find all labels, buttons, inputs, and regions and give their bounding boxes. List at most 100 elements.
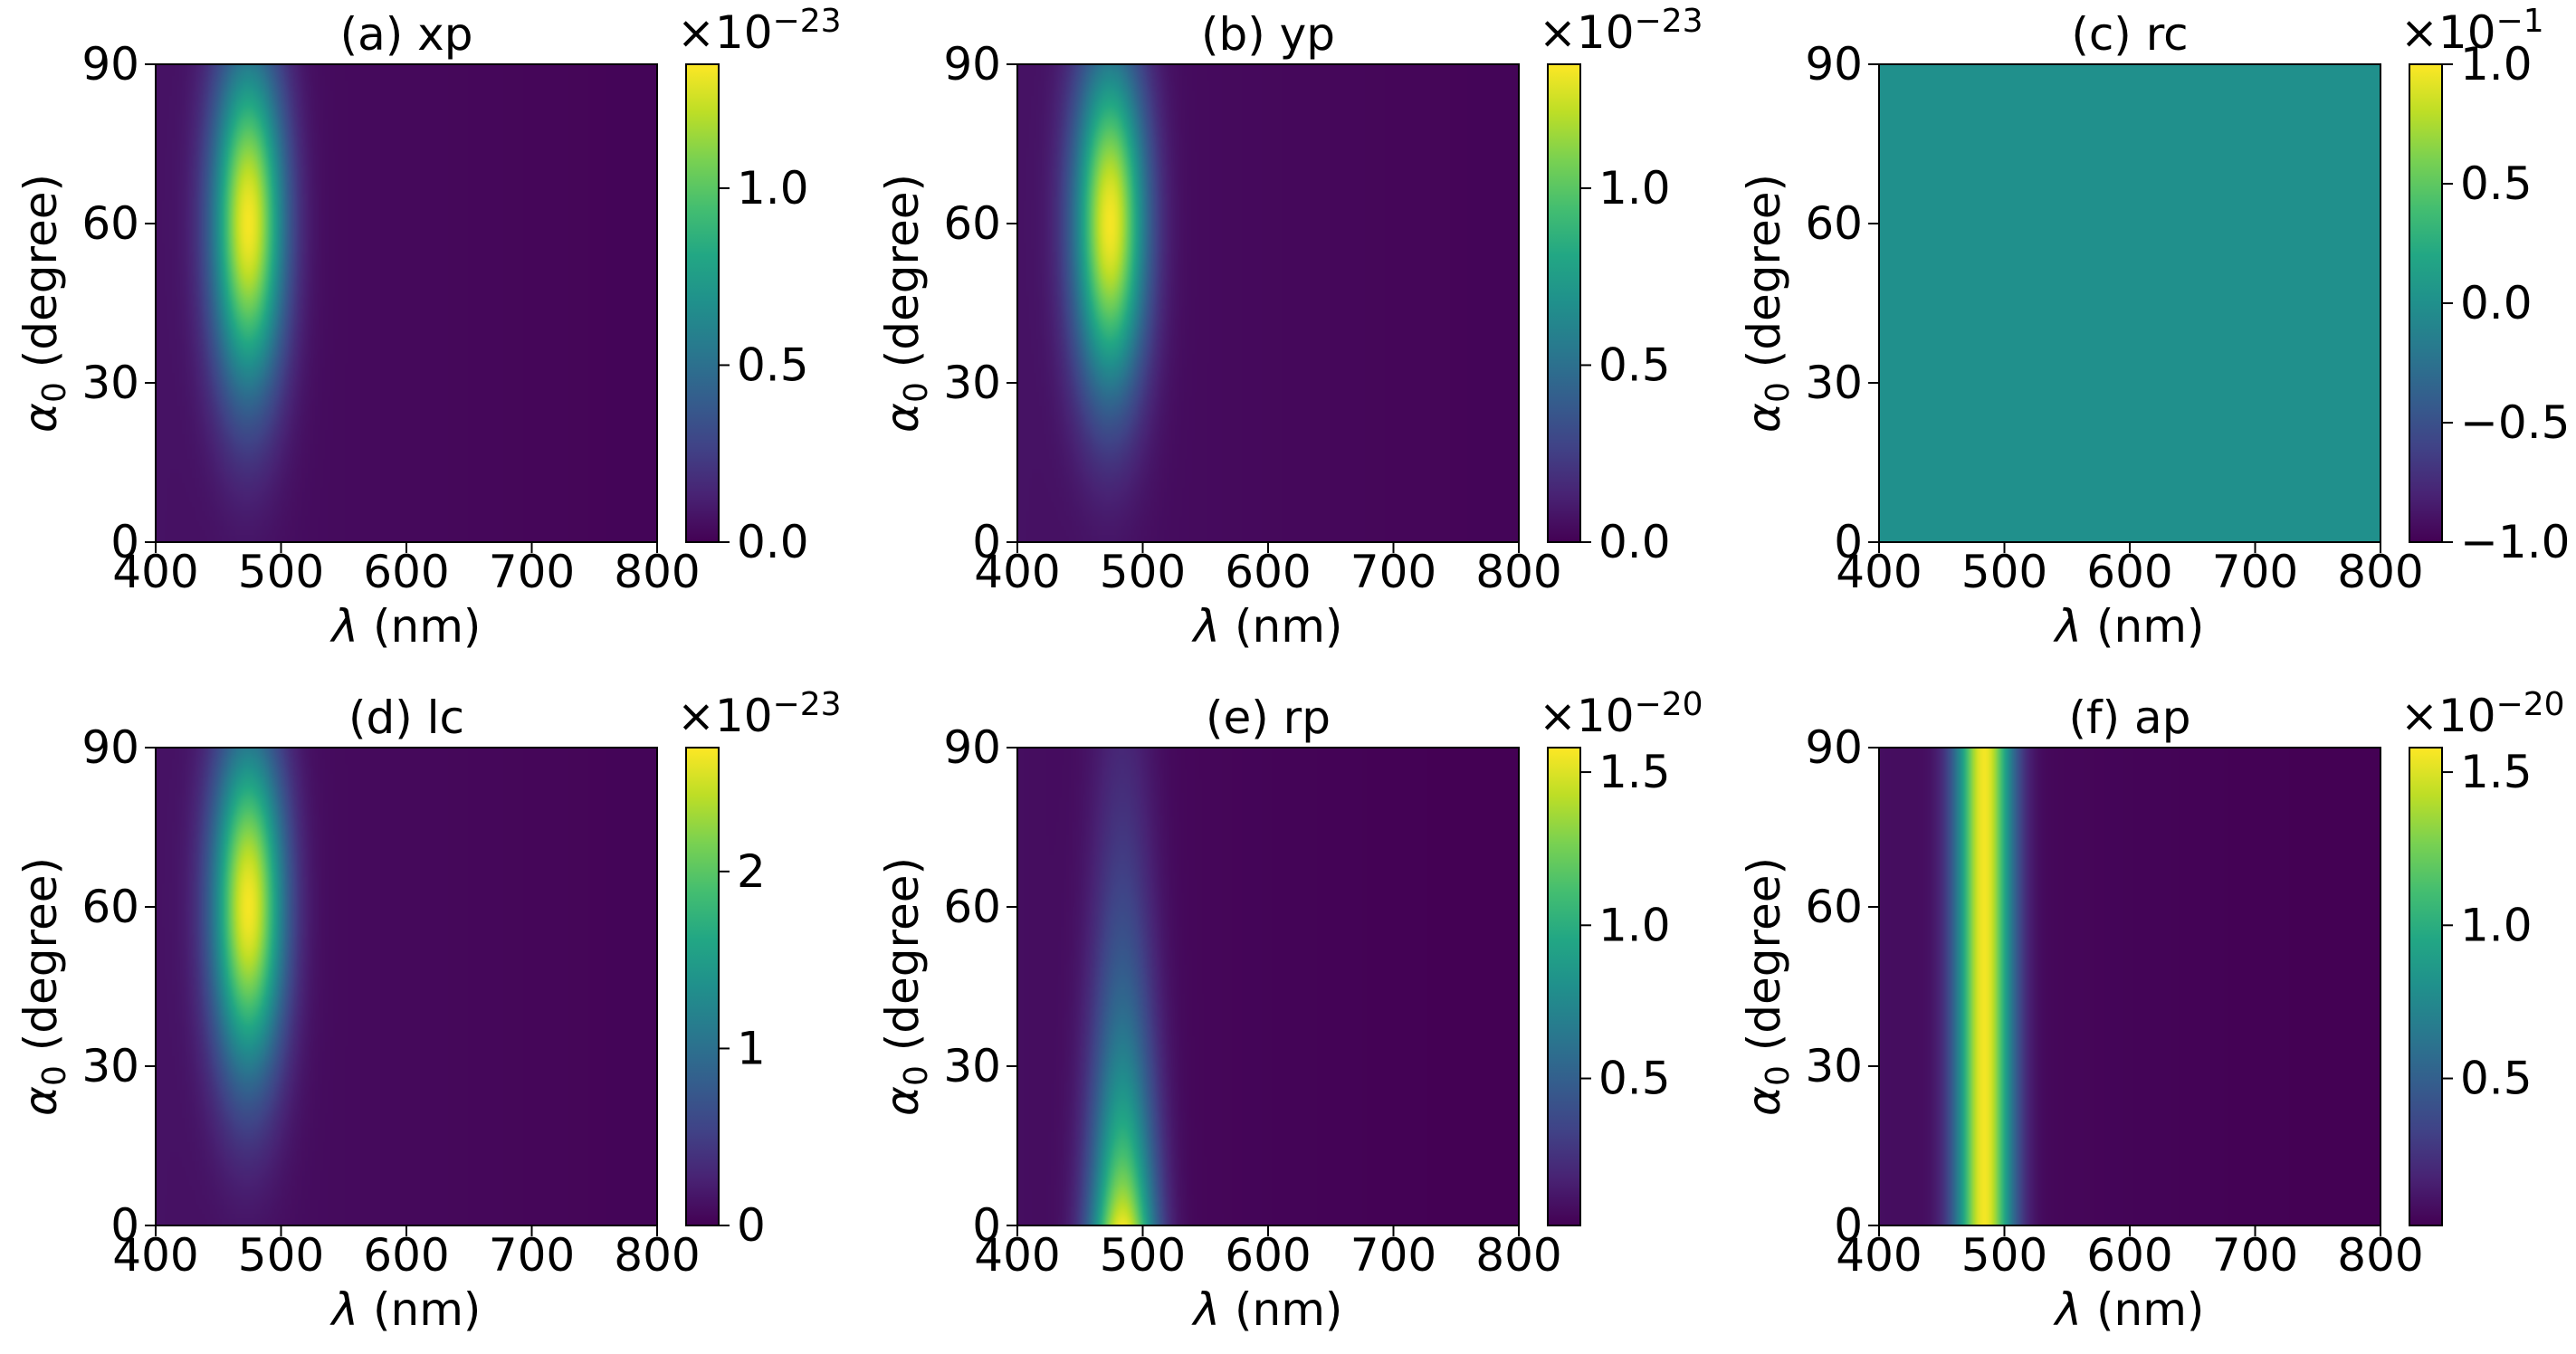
x-tick-label: 400 — [112, 546, 198, 598]
colorbar — [2409, 64, 2442, 542]
y-tick-label: 90 — [81, 721, 139, 774]
x-tick-label: 800 — [2337, 1229, 2423, 1282]
colorbar-tick-label: 0.5 — [1598, 338, 1671, 391]
x-tick-label: 600 — [363, 546, 449, 598]
x-tick-label: 700 — [2212, 546, 2298, 598]
x-tick-label: 500 — [1961, 1229, 2047, 1282]
x-axis-symbol: λ — [2053, 1283, 2083, 1336]
y-tick-label: 60 — [81, 881, 139, 933]
y-tick-label: 30 — [1805, 1040, 1863, 1092]
x-tick-label: 700 — [1350, 1229, 1436, 1282]
x-tick-label: 500 — [238, 1229, 324, 1282]
y-axis-label: α0 (degree) — [876, 174, 935, 433]
x-tick-label: 800 — [614, 546, 700, 598]
x-tick-label: 800 — [2337, 546, 2423, 598]
x-tick-label: 600 — [1225, 546, 1311, 598]
y-axis-symbol: α — [876, 403, 929, 433]
x-axis-label: λ (nm) — [2053, 600, 2205, 653]
colorbar-multiplier: ×10−20 — [1539, 686, 1703, 742]
x-tick-label: 400 — [1836, 1229, 1922, 1282]
y-tick-label: 60 — [943, 881, 1001, 933]
x-axis-symbol: λ — [1191, 1283, 1221, 1336]
y-tick-label: 30 — [81, 357, 139, 409]
x-tick-label: 400 — [112, 1229, 198, 1282]
colorbar-tick-label: 1.0 — [2460, 38, 2533, 91]
y-tick-label: 0 — [110, 1199, 139, 1252]
x-tick-label: 700 — [489, 546, 575, 598]
x-tick-label: 600 — [363, 1229, 449, 1282]
colorbar-tick-label: 0.0 — [1598, 516, 1671, 568]
x-axis-unit: (nm) — [358, 600, 481, 653]
y-tick-label: 90 — [1805, 721, 1863, 774]
colorbar-tick-label: 1.0 — [2460, 899, 2533, 951]
y-axis-symbol: α — [1738, 403, 1790, 433]
colorbar-frame — [685, 747, 720, 1226]
y-axis-label: α0 (degree) — [876, 857, 935, 1116]
y-tick-label: 0 — [110, 516, 139, 568]
colorbar-tick-label: −1.0 — [2460, 516, 2570, 568]
colorbar-multiplier-base: ×10 — [677, 690, 773, 742]
heatmap-image — [156, 748, 657, 1225]
y-axis-unit: (degree) — [876, 857, 929, 1065]
colorbar — [2409, 748, 2442, 1225]
heatmap-image — [1879, 64, 2380, 542]
colorbar-multiplier-exponent: −1 — [2496, 3, 2544, 40]
x-tick-label: 800 — [614, 1229, 700, 1282]
colorbar-multiplier-exponent: −20 — [2496, 686, 2565, 723]
panel-title: (e) rp — [1206, 691, 1331, 744]
colorbar-multiplier-base: ×10 — [1539, 690, 1635, 742]
colorbar-frame — [1547, 747, 1581, 1226]
colorbar-tick-label: 0.5 — [2460, 1053, 2533, 1105]
y-axis-subscript: 0 — [1760, 382, 1797, 403]
x-tick-label: 500 — [1100, 546, 1186, 598]
colorbar-tick-label: 1.0 — [1598, 162, 1671, 215]
y-tick-label: 30 — [943, 1040, 1001, 1092]
panel-title: (d) lc — [348, 691, 464, 744]
colorbar-tick-label: 1.0 — [1598, 899, 1671, 951]
y-tick-label: 30 — [81, 1040, 139, 1092]
x-tick-label: 700 — [2212, 1229, 2298, 1282]
colorbar-multiplier-base: ×10 — [677, 6, 773, 59]
x-tick-label: 600 — [2086, 546, 2172, 598]
colorbar — [686, 64, 719, 542]
colorbar-multiplier-base: ×10 — [1539, 6, 1635, 59]
y-axis-symbol: α — [876, 1086, 929, 1116]
y-tick-label: 0 — [972, 516, 1001, 568]
x-axis-label: λ (nm) — [1191, 1283, 1343, 1336]
y-axis-unit: (degree) — [14, 174, 67, 382]
heatmap-image — [1017, 748, 1519, 1225]
colorbar-multiplier-exponent: −23 — [773, 686, 842, 723]
colorbar — [1548, 64, 1580, 542]
x-tick-label: 500 — [1100, 1229, 1186, 1282]
colorbar-multiplier-base: ×10 — [2400, 690, 2496, 742]
y-tick-label: 30 — [1805, 357, 1863, 409]
y-axis-label: α0 (degree) — [14, 174, 73, 433]
panel-title: (f) ap — [2069, 691, 2191, 744]
colorbar-frame — [685, 63, 720, 543]
x-axis-label: λ (nm) — [2053, 1283, 2205, 1336]
y-axis-label: α0 (degree) — [1738, 857, 1797, 1116]
colorbar-tick-label: 1 — [737, 1022, 766, 1074]
colorbar — [686, 748, 719, 1225]
colorbar-multiplier: ×10−1 — [2400, 3, 2544, 59]
colorbar-tick-label: 0.0 — [2460, 277, 2533, 329]
panel-title: (a) xp — [340, 8, 473, 61]
x-axis-symbol: λ — [329, 1283, 359, 1336]
colorbar — [1548, 748, 1580, 1225]
x-axis-symbol: λ — [1191, 600, 1221, 653]
colorbar-multiplier: ×10−23 — [1539, 3, 1703, 59]
y-axis-subscript: 0 — [36, 1065, 73, 1086]
x-axis-unit: (nm) — [358, 1283, 481, 1336]
y-axis-label: α0 (degree) — [1738, 174, 1797, 433]
x-axis-unit: (nm) — [1220, 1283, 1342, 1336]
y-tick-label: 90 — [81, 38, 139, 91]
colorbar-frame — [2409, 747, 2443, 1226]
x-tick-label: 600 — [2086, 1229, 2172, 1282]
x-axis-symbol: λ — [329, 600, 359, 653]
